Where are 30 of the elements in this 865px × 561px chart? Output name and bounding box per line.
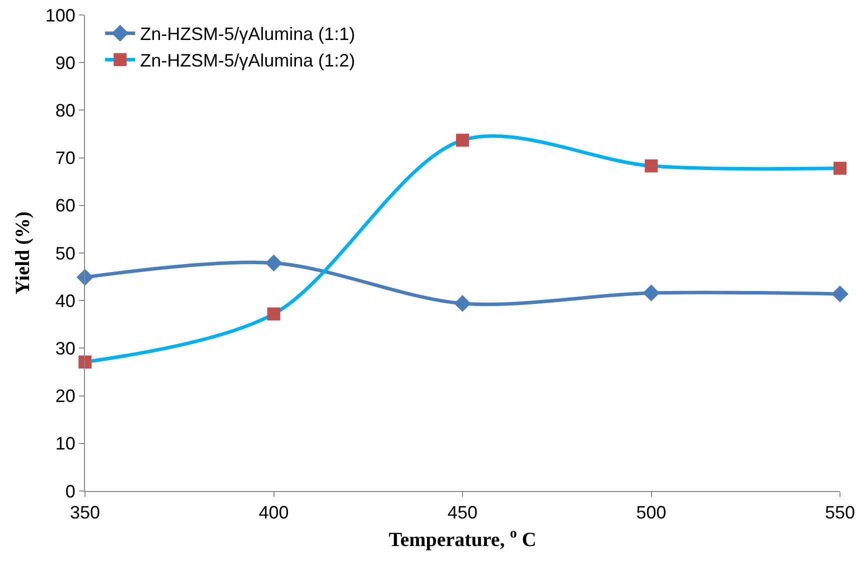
x-tick-label: 550 (824, 502, 856, 523)
point (832, 285, 848, 302)
x-axis-title: Temperature, $^{o}$ C (388, 526, 536, 552)
point (76, 268, 94, 286)
y-tick-label: 70 (55, 148, 76, 168)
x-tick-label: 400 (258, 502, 289, 523)
point (265, 254, 282, 272)
point (78, 356, 92, 368)
legend-label: Zn-HZSM-5/γAlumina (1:2) (140, 50, 356, 71)
y-tick-label: 60 (55, 196, 76, 216)
point (642, 284, 660, 302)
point (834, 162, 846, 175)
x-tick-label: 350 (70, 502, 100, 523)
point (456, 134, 469, 147)
y-tick-label: 90 (55, 52, 76, 73)
y-tick-label: 0 (65, 481, 76, 502)
y-axis-title: Yield (%) (12, 211, 34, 295)
y-tick-label: 20 (55, 386, 76, 406)
y-tick-label: 100 (45, 5, 76, 26)
y-tick-label: 40 (55, 290, 76, 311)
point (644, 159, 658, 172)
legend-label: Zn-HZSM-5/γAlumina (1:1) (140, 24, 356, 44)
y-tick-label: 50 (55, 243, 76, 264)
x-tick-label: 450 (447, 502, 478, 523)
y-tick-label: 10 (55, 434, 76, 454)
y-tick-label: 30 (55, 338, 76, 358)
x-tick-label: 500 (636, 502, 666, 523)
y-tick-label: 80 (55, 100, 76, 120)
point (454, 295, 471, 312)
point (267, 307, 280, 320)
